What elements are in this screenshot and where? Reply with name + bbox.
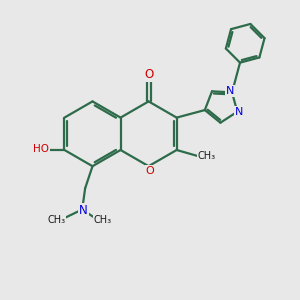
Text: HO: HO — [33, 144, 49, 154]
Text: N: N — [235, 107, 243, 117]
Text: N: N — [226, 86, 234, 96]
Text: CH₃: CH₃ — [198, 152, 216, 161]
Text: N: N — [79, 204, 88, 217]
Text: O: O — [146, 166, 154, 176]
Text: O: O — [145, 68, 154, 81]
Text: CH₃: CH₃ — [94, 215, 112, 225]
Text: CH₃: CH₃ — [47, 215, 66, 225]
